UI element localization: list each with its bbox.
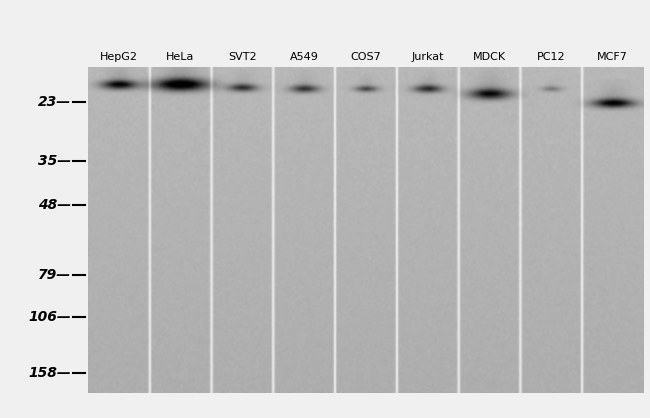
Text: COS7: COS7 (350, 52, 381, 62)
Text: Jurkat: Jurkat (411, 52, 444, 62)
Text: 106—: 106— (29, 310, 72, 324)
Text: MCF7: MCF7 (597, 52, 628, 62)
Text: A549: A549 (289, 52, 318, 62)
Text: HeLa: HeLa (166, 52, 194, 62)
Text: SVT2: SVT2 (227, 52, 257, 62)
Text: 158—: 158— (29, 366, 72, 380)
Text: 35—: 35— (38, 154, 72, 168)
Text: HepG2: HepG2 (99, 52, 138, 62)
Text: MDCK: MDCK (473, 52, 506, 62)
Text: 23—: 23— (38, 94, 72, 109)
Text: 48—: 48— (38, 198, 72, 212)
Text: 79—: 79— (38, 268, 72, 283)
Text: PC12: PC12 (536, 52, 566, 62)
